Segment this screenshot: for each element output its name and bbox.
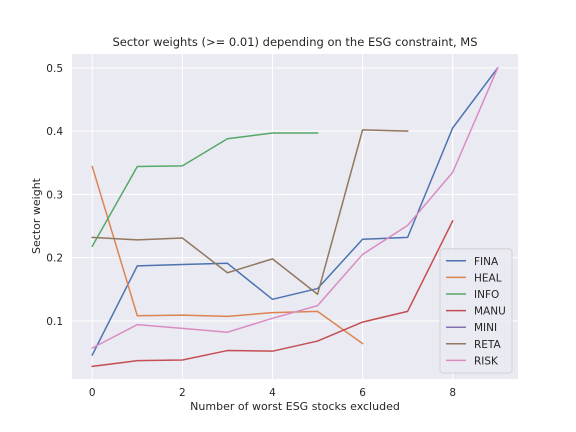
series-layer (91, 66, 499, 368)
legend-label-heal: HEAL (474, 272, 502, 284)
y-axis-label: Sector weight (30, 177, 43, 254)
legend: FINA HEAL INFO MANU MINI RETA RISK (439, 248, 513, 374)
series-line-risk (91, 66, 499, 350)
x-tick-label: 0 (89, 387, 96, 399)
y-tick-label: 0.5 (46, 63, 63, 75)
legend-label-reta: RETA (474, 339, 502, 351)
x-tick-label: 8 (449, 387, 456, 399)
x-axis-label: Number of worst ESG stocks excluded (190, 400, 400, 413)
series-line-reta (91, 129, 409, 296)
legend-label-risk: RISK (474, 355, 499, 367)
y-tick-label: 0.1 (46, 316, 63, 328)
y-tick-label: 0.4 (46, 126, 63, 138)
y-tick-label: 0.3 (46, 189, 63, 201)
legend-label-info: INFO (474, 289, 499, 301)
x-axis-ticks: 0 2 4 6 8 (89, 387, 456, 399)
legend-label-fina: FINA (474, 256, 499, 268)
legend-label-manu: MANU (474, 306, 506, 318)
x-tick-label: 6 (359, 387, 366, 399)
legend-label-mini: MINI (474, 322, 497, 334)
series-line-info (91, 132, 319, 248)
y-tick-label: 0.2 (46, 253, 63, 265)
legend-box (439, 248, 513, 374)
y-axis-ticks: 0.1 0.2 0.3 0.4 0.5 (46, 63, 63, 328)
chart-title: Sector weights (>= 0.01) depending on th… (112, 35, 477, 49)
series-line-manu (91, 219, 454, 368)
x-tick-label: 2 (179, 387, 186, 399)
x-tick-label: 4 (269, 387, 276, 399)
series-line-fina (91, 66, 499, 356)
series-line-heal (91, 165, 364, 345)
